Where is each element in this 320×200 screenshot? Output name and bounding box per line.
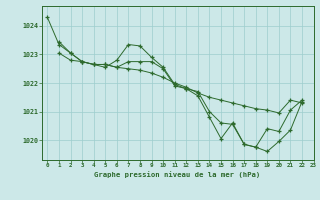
- X-axis label: Graphe pression niveau de la mer (hPa): Graphe pression niveau de la mer (hPa): [94, 171, 261, 178]
